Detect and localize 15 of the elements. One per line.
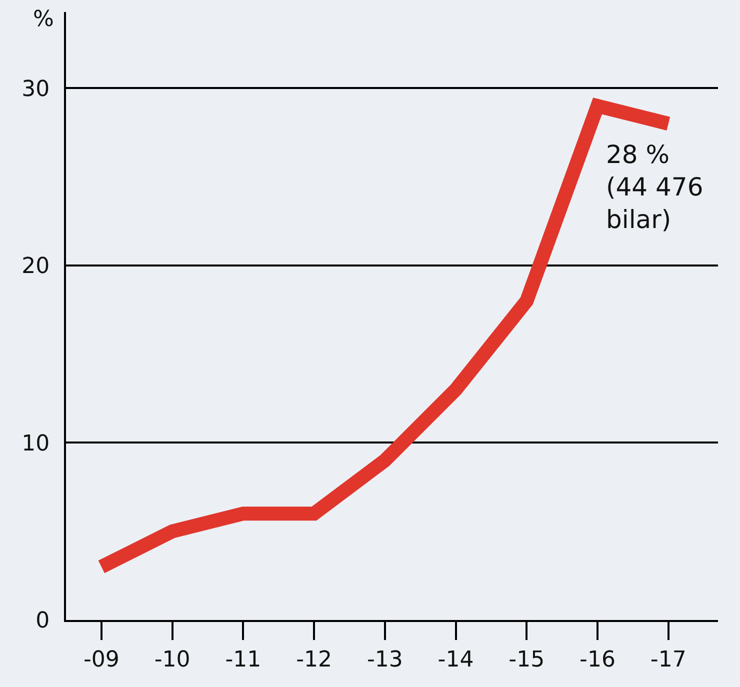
annotation: 28 % (44 476 bilar)	[606, 140, 704, 234]
y-axis-title: %	[33, 7, 54, 32]
x-tick-label: -11	[225, 647, 262, 672]
y-tick-label: 20	[22, 254, 50, 280]
x-tick-label: -14	[438, 647, 474, 672]
x-tick-label: -15	[508, 647, 545, 672]
x-tick-label: -16	[580, 647, 616, 672]
y-tick-label: 30	[22, 76, 50, 102]
x-tick-label: -13	[366, 647, 403, 672]
y-tick-label: 0	[36, 608, 50, 634]
x-tick-label: -10	[154, 647, 190, 672]
x-tick-label: -17	[650, 647, 686, 672]
x-tick-label: -09	[83, 647, 120, 672]
x-tick-label: -12	[296, 647, 332, 672]
y-tick-label: 10	[22, 431, 50, 456]
